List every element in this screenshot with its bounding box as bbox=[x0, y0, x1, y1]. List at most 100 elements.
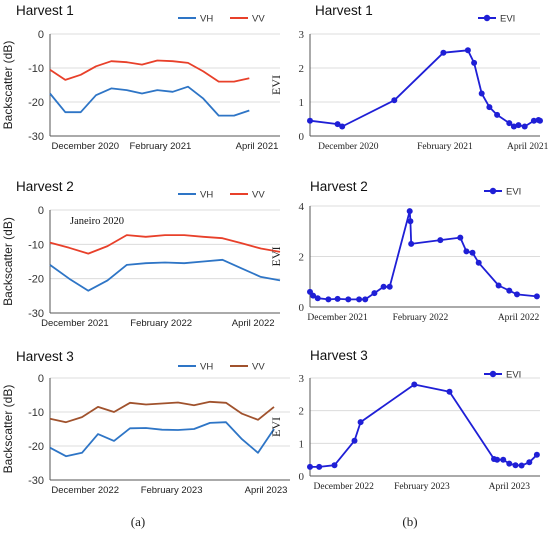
series-line-vv bbox=[49, 59, 250, 83]
data-point bbox=[464, 47, 471, 54]
x-tick-label: April 2022 bbox=[498, 313, 540, 323]
data-point bbox=[469, 249, 476, 256]
data-point bbox=[316, 463, 323, 470]
series-line-evi bbox=[310, 383, 538, 468]
data-point bbox=[533, 451, 540, 458]
data-point bbox=[463, 248, 470, 255]
data-point bbox=[325, 296, 332, 303]
charts-container: 0 -10 -20 -30 December 2020 February 2021 Apri… bbox=[1, 3, 549, 496]
legend-label: EVI bbox=[506, 187, 521, 198]
data-point bbox=[307, 463, 313, 470]
data-point bbox=[437, 237, 444, 244]
y-axis-label: Backscatter (dB) bbox=[1, 217, 15, 306]
legend-marker bbox=[489, 187, 497, 195]
data-point bbox=[357, 419, 364, 426]
x-tick-label: February 2022 bbox=[130, 318, 192, 329]
data-point bbox=[310, 292, 317, 299]
x-tick-label: February 2021 bbox=[417, 142, 473, 152]
data-point bbox=[386, 283, 393, 290]
x-tick-label: December 2022 bbox=[314, 482, 375, 492]
chart-2: 0 1 2 3 December 2020 February 2021 April 2021… bbox=[269, 3, 549, 152]
x-tick-label: February 2023 bbox=[394, 482, 450, 492]
series-line-evi bbox=[309, 210, 537, 301]
chart-6: 0 1 2 3 December 2022 February 2023 April 2023… bbox=[269, 348, 540, 492]
y-tick-label: 2 bbox=[299, 406, 305, 418]
chart-title: Harvest 2 bbox=[16, 179, 74, 194]
legend-label: VV bbox=[252, 362, 265, 373]
series-line-vh bbox=[49, 258, 281, 292]
y-axis-label: EVI bbox=[269, 417, 283, 437]
legend-label: EVI bbox=[506, 370, 521, 381]
data-point bbox=[446, 388, 453, 395]
data-point bbox=[314, 295, 321, 302]
data-point bbox=[495, 282, 502, 289]
chart-title: Harvest 1 bbox=[315, 3, 373, 18]
legend-label: VV bbox=[252, 190, 265, 201]
data-point bbox=[334, 121, 341, 128]
data-point bbox=[510, 123, 517, 130]
y-tick-label: 1 bbox=[299, 97, 305, 109]
data-point bbox=[514, 291, 520, 298]
data-point bbox=[515, 122, 522, 129]
y-tick-label: -30 bbox=[28, 475, 44, 487]
y-tick-label: 0 bbox=[38, 205, 44, 217]
y-tick-label: -20 bbox=[28, 274, 44, 286]
y-tick-label: 0 bbox=[299, 131, 305, 143]
data-point bbox=[530, 117, 537, 124]
y-tick-label: -10 bbox=[28, 63, 44, 75]
data-point bbox=[506, 120, 513, 127]
y-axis-label: Backscatter (dB) bbox=[1, 385, 15, 474]
x-tick-label: December 2021 bbox=[307, 313, 368, 323]
data-point bbox=[380, 283, 387, 290]
panel-label-a: (a) bbox=[131, 514, 145, 529]
chart-title: Harvest 2 bbox=[310, 179, 368, 194]
series-line-vv bbox=[49, 400, 275, 424]
series-line-evi bbox=[309, 49, 541, 128]
y-tick-label: 3 bbox=[299, 29, 305, 41]
series-line-vh bbox=[49, 85, 250, 117]
x-tick-label: April 2022 bbox=[232, 318, 275, 329]
data-point bbox=[371, 290, 378, 297]
data-point bbox=[494, 111, 501, 118]
y-axis-label: EVI bbox=[269, 247, 283, 267]
y-tick-label: -10 bbox=[28, 407, 44, 419]
data-point bbox=[533, 293, 540, 300]
x-tick-label: December 2020 bbox=[318, 142, 379, 152]
data-point bbox=[408, 240, 415, 247]
data-point bbox=[391, 97, 398, 104]
data-point bbox=[471, 59, 478, 66]
x-tick-label: April 2023 bbox=[489, 482, 531, 492]
data-point bbox=[494, 456, 501, 463]
y-tick-label: -20 bbox=[28, 97, 44, 109]
chart-title: Harvest 3 bbox=[310, 348, 368, 363]
legend-marker bbox=[489, 370, 497, 378]
data-point bbox=[411, 381, 418, 388]
data-point bbox=[307, 117, 313, 124]
data-point bbox=[407, 218, 414, 225]
series-line-vv bbox=[49, 234, 281, 255]
chart-title: Harvest 1 bbox=[16, 3, 74, 18]
chart-title: Harvest 3 bbox=[16, 349, 74, 364]
y-tick-label: 0 bbox=[38, 29, 44, 41]
y-tick-label: 1 bbox=[299, 438, 305, 450]
y-tick-label: 3 bbox=[299, 373, 305, 385]
data-point bbox=[500, 456, 507, 463]
data-point bbox=[486, 104, 493, 111]
legend-label: EVI bbox=[500, 14, 515, 25]
panel-label-b: (b) bbox=[402, 514, 417, 529]
data-point bbox=[512, 462, 519, 469]
data-point bbox=[406, 208, 413, 215]
y-tick-label: -20 bbox=[28, 441, 44, 453]
data-point bbox=[506, 287, 513, 294]
y-tick-label: 0 bbox=[299, 302, 305, 314]
y-axis-label: Backscatter (dB) bbox=[1, 41, 15, 130]
data-point bbox=[526, 459, 533, 466]
y-tick-label: 2 bbox=[299, 63, 305, 75]
data-point bbox=[351, 437, 358, 444]
data-point bbox=[518, 462, 525, 469]
chart-5: 0 -10 -20 -30 December 2022 February 2023 Apri… bbox=[1, 349, 290, 496]
x-tick-label: April 2021 bbox=[236, 141, 279, 152]
legend-label: VH bbox=[200, 190, 213, 201]
chart-4: 0 2 4 December 2021 February 2022 April 2022 H… bbox=[269, 179, 540, 323]
y-tick-label: -30 bbox=[28, 131, 44, 143]
